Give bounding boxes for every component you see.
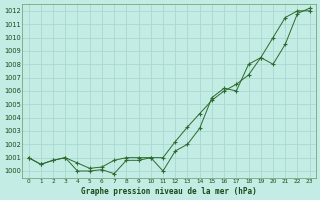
- X-axis label: Graphe pression niveau de la mer (hPa): Graphe pression niveau de la mer (hPa): [81, 187, 257, 196]
